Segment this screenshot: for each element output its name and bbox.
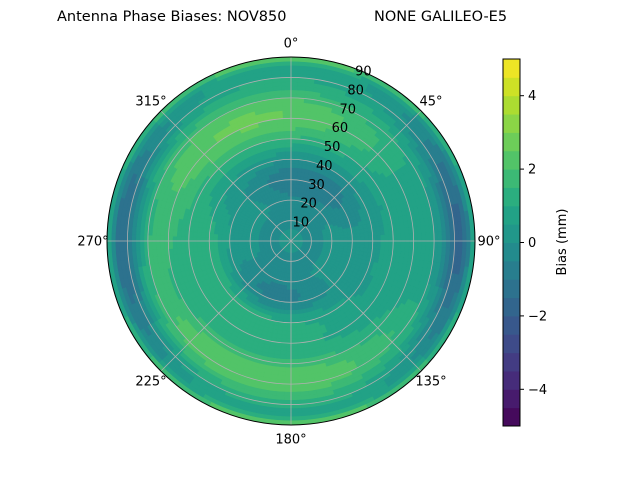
chart-title-right: NONE GALILEO-E5 [374,9,507,25]
chart-title-left: Antenna Phase Biases: NOV850 [57,9,286,25]
